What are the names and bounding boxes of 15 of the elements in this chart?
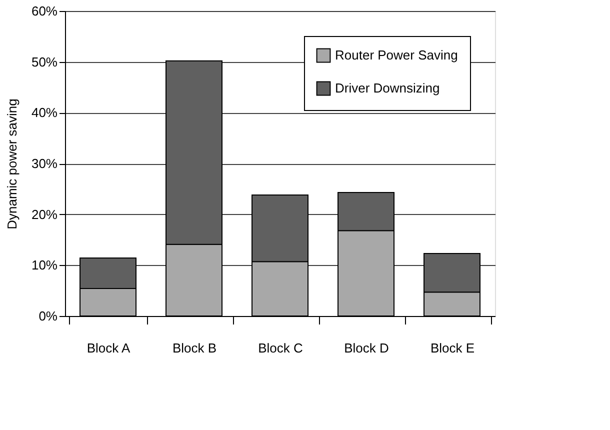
x-tick-label: Block B (172, 340, 217, 356)
y-tick-label: 30% (31, 156, 58, 171)
y-tick-label: 40% (31, 105, 58, 120)
x-tick-label: Block E (430, 340, 475, 356)
legend-label: Driver Downsizing (335, 80, 440, 96)
y-tick-label: 50% (31, 54, 58, 70)
y-tick-label: 60% (31, 4, 58, 18)
x-tick-label: Block D (344, 340, 389, 356)
y-tick-label: 20% (31, 206, 58, 222)
y-tick-label: 0% (38, 308, 58, 324)
y-axis-title: Dynamic power saving (4, 98, 20, 230)
legend-label: Router Power Saving (335, 48, 458, 62)
x-tick-label: Block A (86, 340, 131, 356)
x-tick-label: Block C (258, 340, 303, 356)
y-tick-label: 10% (31, 258, 58, 273)
